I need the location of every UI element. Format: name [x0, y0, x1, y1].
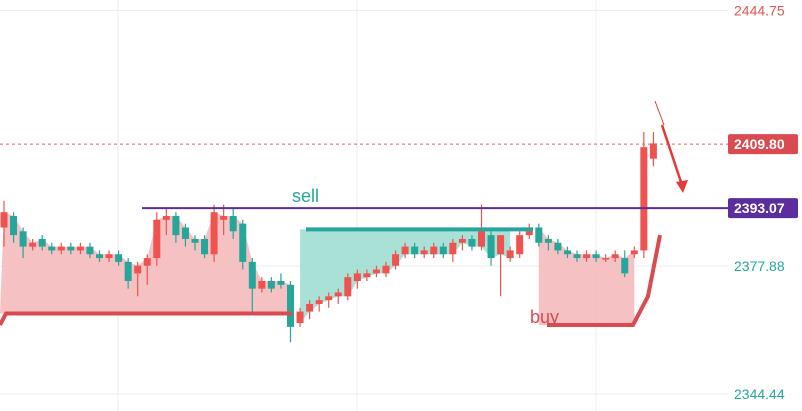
- candle-body: [563, 250, 571, 255]
- candle-body: [287, 284, 294, 327]
- candle-body: [535, 227, 543, 243]
- drawings: [0, 100, 728, 327]
- candle-body: [115, 254, 123, 262]
- candle-body: [210, 212, 218, 255]
- candle-body: [258, 281, 266, 289]
- candle-body: [76, 246, 84, 251]
- candle-body: [86, 246, 94, 255]
- candle-body: [439, 246, 447, 255]
- price-axis-label: 2377.88: [734, 258, 785, 274]
- candle-body: [0, 212, 8, 228]
- candle-body: [105, 254, 113, 259]
- candle-body: [296, 311, 304, 324]
- candle-body: [191, 238, 199, 243]
- grid-lines: [0, 0, 728, 411]
- bullish-pattern-fill: [300, 229, 511, 324]
- candle-body: [124, 261, 132, 282]
- candle-body: [392, 254, 400, 266]
- candle-body: [10, 216, 18, 236]
- candle-body: [516, 235, 524, 255]
- candle-body: [29, 242, 37, 247]
- price-badge: [728, 198, 798, 219]
- candle-body: [267, 281, 275, 289]
- candle-body: [372, 269, 380, 274]
- candle-body: [229, 216, 237, 232]
- candle-body: [621, 258, 629, 274]
- candle-body: [630, 250, 638, 255]
- price-axis-label: 2344.44: [734, 386, 785, 402]
- price-badge-label: 2393.07: [734, 200, 785, 216]
- sell-annotation: sell: [292, 186, 319, 206]
- bearish-pattern-base: [547, 234, 662, 327]
- candle-body: [401, 246, 409, 255]
- candle-body: [153, 219, 161, 259]
- candle-body: [334, 292, 342, 297]
- projection-line: [654, 100, 665, 126]
- candle-body: [19, 231, 27, 247]
- price-axis-label: 2444.75: [734, 3, 785, 19]
- candle-body: [506, 250, 514, 259]
- candle-body: [96, 254, 103, 259]
- candle-body: [344, 277, 352, 297]
- candle-body: [420, 250, 428, 255]
- candle-body: [57, 246, 65, 251]
- candle-body: [382, 265, 390, 274]
- candle-body: [430, 246, 438, 255]
- candle-body: [201, 238, 209, 255]
- candle-body: [468, 238, 476, 247]
- candle-body: [554, 242, 562, 251]
- candle-body: [172, 216, 180, 236]
- candle-body: [353, 273, 361, 282]
- candle-body: [583, 254, 591, 259]
- down-arrow-head: [676, 180, 688, 193]
- candle-body: [458, 238, 466, 243]
- candle-body: [277, 281, 285, 285]
- buy-annotation: buy: [530, 307, 559, 327]
- candle-body: [478, 231, 485, 247]
- candle-body: [592, 254, 600, 259]
- candle-body: [325, 296, 333, 301]
- candle-body: [220, 216, 228, 220]
- candle-body: [181, 227, 189, 239]
- candle-body: [573, 254, 581, 259]
- down-arrow-shaft: [660, 124, 685, 189]
- candle-body: [487, 235, 495, 259]
- candle-body: [248, 261, 256, 289]
- price-badge: [728, 134, 798, 155]
- candle-body: [306, 303, 314, 312]
- candle-body: [602, 258, 610, 260]
- bearish-pattern-base: [0, 311, 292, 326]
- candle-body: [611, 254, 619, 259]
- price-axis: 2444.75 2377.88 2344.44 2409.80 2393.07: [728, 3, 798, 402]
- candle-body: [239, 223, 247, 262]
- candle-body: [544, 238, 552, 243]
- candle-body: [411, 246, 419, 255]
- candle-body: [497, 235, 505, 255]
- candle-body: [449, 242, 457, 255]
- candle-body: [315, 300, 323, 304]
- candle-body: [48, 246, 56, 251]
- candle-body: [649, 143, 657, 159]
- candle-body: [143, 258, 151, 266]
- candle-body: [162, 216, 170, 220]
- candle-body: [67, 246, 75, 251]
- candle-body: [640, 147, 648, 251]
- price-badge-label: 2409.80: [734, 136, 785, 152]
- bearish-pattern-fill: [538, 227, 635, 325]
- candle-body: [363, 273, 371, 278]
- candle-body: [38, 238, 46, 247]
- candle-body: [134, 265, 142, 274]
